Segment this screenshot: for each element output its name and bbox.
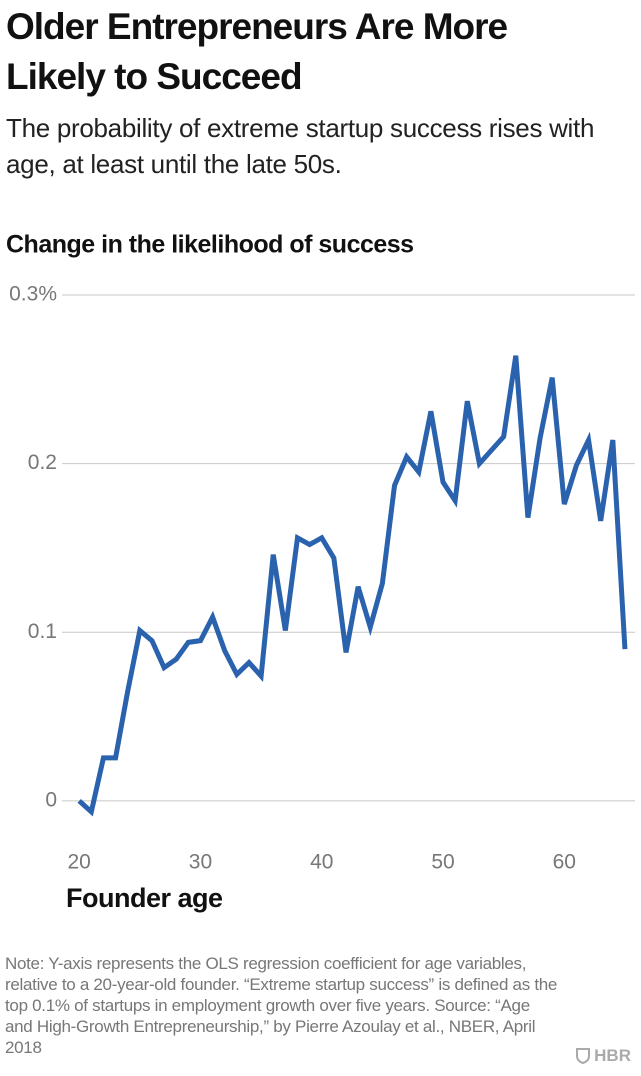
x-tick-label: 50: [431, 851, 454, 874]
chart-title: Older Entrepreneurs Are More Likely to S…: [6, 6, 508, 97]
x-tick-label: 30: [189, 851, 212, 874]
brand-icon: [576, 1048, 591, 1064]
note: Note: Y-axis represents the OLS regressi…: [5, 954, 558, 1057]
brand-text: HBR: [594, 1046, 631, 1065]
brand: HBR: [576, 1046, 631, 1066]
y-axis-label: Change in the likelihood of success: [6, 231, 414, 259]
x-tick-label: 20: [68, 851, 91, 874]
y-tick-label: 0.1: [28, 620, 57, 643]
chart: Change in the likelihood of success Foun…: [6, 231, 635, 913]
chart-subtitle: The probability of extreme startup succe…: [6, 113, 595, 179]
x-tick-label: 60: [553, 851, 576, 874]
x-tick-label: 40: [310, 851, 333, 874]
y-tick-label: 0: [45, 788, 57, 811]
y-tick-label: 0.3%: [9, 283, 57, 306]
x-axis-label: Founder age: [66, 883, 223, 913]
data-line: [77, 355, 628, 817]
y-tick-label: 0.2: [28, 451, 57, 474]
